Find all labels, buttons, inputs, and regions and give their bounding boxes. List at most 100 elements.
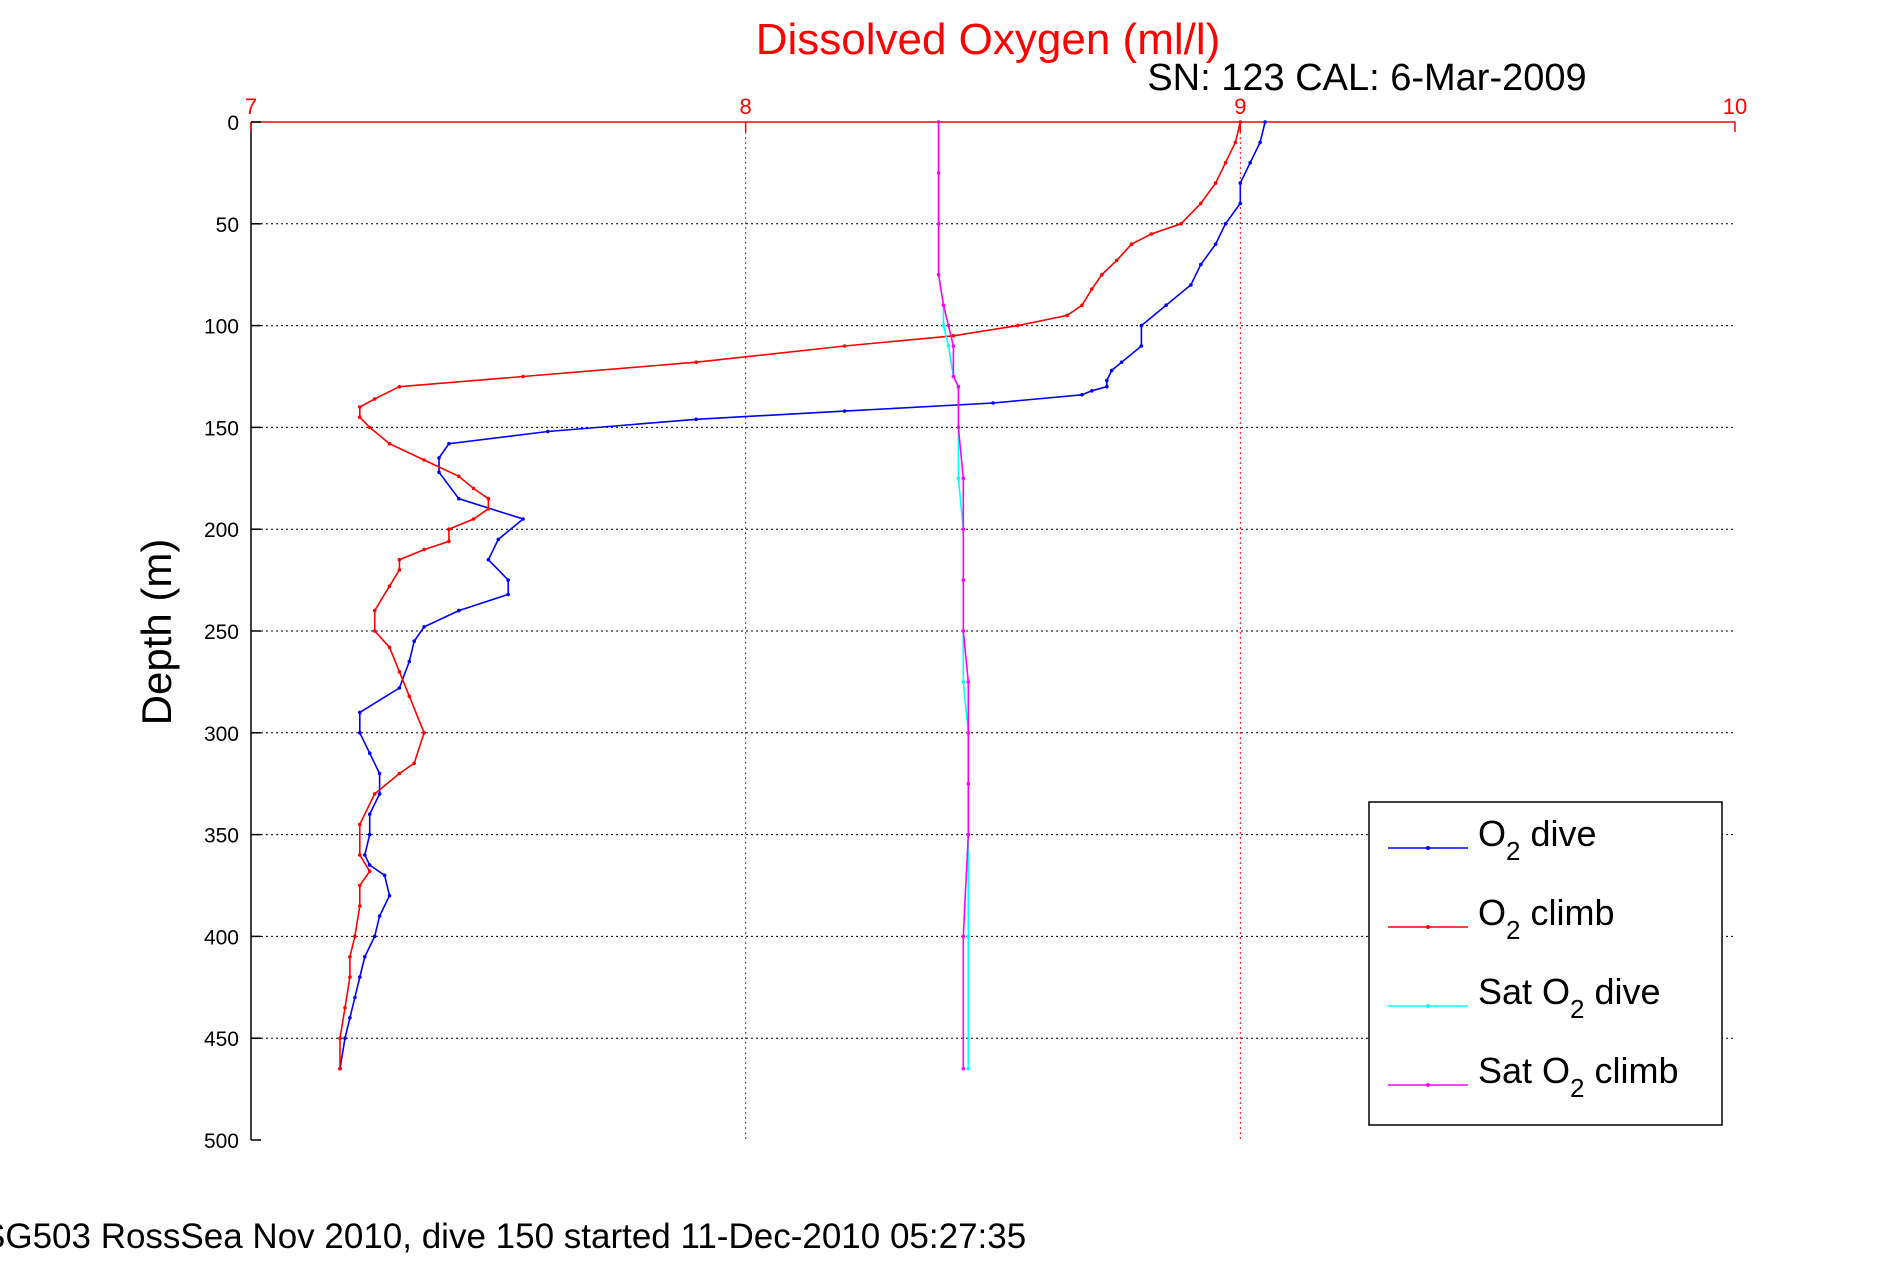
data-point — [353, 995, 357, 1000]
data-point — [1233, 140, 1238, 145]
data-point — [422, 458, 426, 462]
data-point — [447, 539, 451, 544]
data-point — [961, 476, 966, 481]
data-point — [1100, 272, 1104, 277]
data-point — [348, 1016, 352, 1020]
data-point — [1238, 201, 1243, 206]
data-point — [1139, 344, 1144, 348]
data-point — [397, 686, 402, 690]
data-point — [1105, 384, 1109, 389]
data-point — [951, 334, 956, 338]
data-point — [407, 659, 412, 664]
data-point — [471, 486, 476, 491]
data-point — [1015, 323, 1020, 328]
data-point — [367, 832, 372, 837]
data-point — [358, 975, 362, 979]
data-point — [1179, 222, 1183, 226]
x-tick-label: 10 — [1723, 94, 1747, 119]
data-point — [1090, 389, 1094, 393]
data-point — [936, 272, 941, 277]
y-tick-label: 100 — [204, 316, 239, 339]
data-point — [397, 557, 402, 562]
data-point — [546, 429, 550, 434]
data-point — [367, 425, 372, 430]
data-point — [966, 934, 971, 939]
data-point — [1263, 120, 1267, 124]
data-point — [422, 625, 426, 629]
data-point — [367, 863, 372, 867]
data-point — [358, 853, 362, 857]
data-point — [1105, 378, 1109, 383]
data-point — [941, 303, 946, 308]
data-point — [966, 781, 971, 786]
data-point — [358, 415, 362, 420]
data-point — [521, 374, 525, 379]
data-point — [372, 397, 377, 401]
data-point — [412, 761, 417, 766]
series-line — [339, 121, 1242, 1069]
data-point — [506, 578, 511, 582]
data-point — [941, 323, 946, 328]
series-sat-o2-climb — [936, 120, 971, 1071]
data-point — [694, 360, 698, 365]
x-tick-label: 9 — [1234, 94, 1246, 119]
legend-label: O2 climb — [1478, 892, 1615, 945]
data-point — [348, 975, 352, 979]
y-tick-label: 300 — [204, 723, 239, 746]
data-point — [961, 527, 966, 531]
data-point — [1199, 262, 1203, 267]
data-point — [412, 639, 417, 643]
data-point — [694, 417, 698, 422]
y-tick-label: 450 — [204, 1028, 239, 1051]
data-point — [1080, 393, 1084, 397]
data-point — [367, 751, 372, 755]
data-point — [961, 680, 966, 684]
data-point — [343, 1005, 347, 1010]
data-point — [946, 344, 951, 348]
series-o2-climb — [338, 120, 1243, 1071]
data-point — [422, 731, 426, 735]
y-tick-label: 200 — [204, 519, 239, 542]
data-point — [377, 914, 382, 918]
data-point — [372, 934, 377, 939]
data-point — [358, 822, 362, 827]
data-point — [397, 771, 402, 776]
legend: O2 dive O2 climb Sat O2 dive Sat O2 climb — [1368, 801, 1723, 1126]
data-point — [991, 401, 995, 405]
data-point — [936, 120, 941, 124]
data-point — [936, 222, 941, 226]
legend-marker — [1426, 1083, 1430, 1087]
data-point — [358, 731, 362, 735]
data-point — [946, 323, 951, 328]
data-point — [486, 507, 491, 511]
data-point — [1199, 201, 1203, 206]
data-point — [387, 584, 392, 588]
data-point — [842, 344, 847, 348]
data-point — [521, 517, 525, 521]
data-point — [363, 853, 367, 857]
data-point — [338, 1066, 342, 1071]
data-point — [506, 592, 511, 597]
legend-marker — [1426, 846, 1430, 850]
data-point — [457, 608, 461, 613]
data-point — [1213, 242, 1218, 246]
data-point — [1223, 160, 1228, 165]
legend-box — [1368, 801, 1723, 1126]
data-point — [842, 409, 847, 413]
data-point — [1114, 258, 1119, 263]
data-point — [951, 344, 956, 348]
data-point — [372, 608, 377, 613]
series-group — [338, 120, 1267, 1071]
chart-subtitle: SN: 123 CAL: 6-Mar-2009 — [1147, 57, 1586, 99]
x-tick-label: 7 — [245, 94, 257, 119]
data-point — [437, 470, 441, 475]
data-point — [961, 578, 966, 582]
data-point — [966, 832, 971, 837]
data-point — [961, 629, 966, 633]
data-point — [387, 893, 392, 898]
data-point — [358, 883, 362, 888]
data-point — [387, 645, 392, 650]
legend-label: O2 dive — [1478, 813, 1597, 866]
data-point — [1189, 283, 1193, 287]
data-point — [936, 171, 941, 175]
